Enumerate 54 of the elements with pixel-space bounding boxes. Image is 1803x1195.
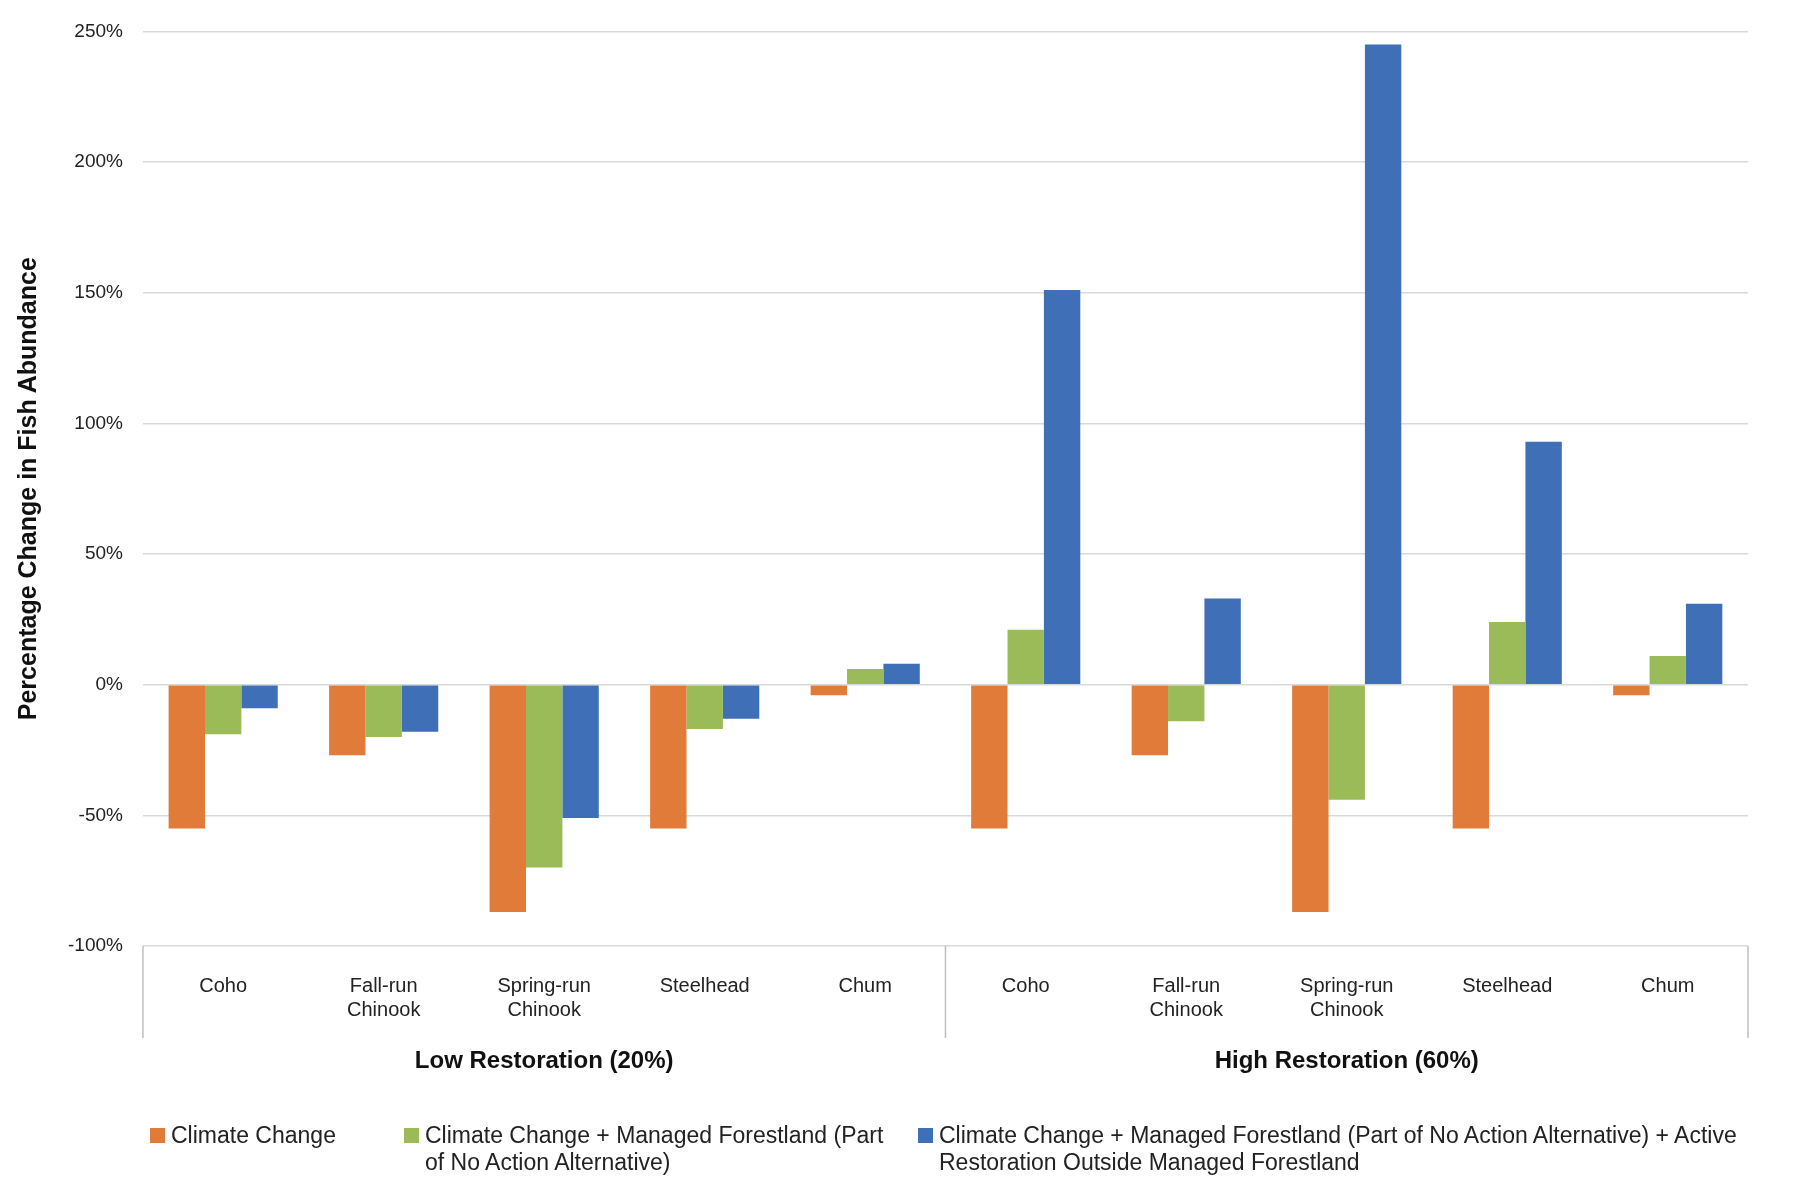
bar (241, 685, 278, 709)
y-tick-label: 50% (84, 542, 124, 564)
bar (1328, 685, 1365, 800)
bar (489, 685, 526, 913)
y-tick-label: -100% (68, 934, 124, 956)
bar (168, 685, 205, 829)
bar (1649, 655, 1686, 684)
y-axis-title: Percentage Change in Fish Abundance (12, 257, 41, 721)
bar (562, 685, 599, 818)
x-tick-label: Fall-run Chinook (346, 973, 422, 1020)
x-tick-label: Coho (199, 973, 248, 996)
y-tick-label: 100% (74, 411, 124, 433)
y-tick-label: 200% (74, 150, 124, 172)
x-tick-label: Spring-run Chinook (1300, 973, 1394, 1020)
text: Low Restoration (20%) (414, 1046, 674, 1074)
bar (1168, 685, 1205, 722)
y-tick-label: 150% (74, 280, 124, 302)
legend-label: Climate Change (171, 1122, 336, 1149)
bar (1204, 598, 1241, 684)
bar (1043, 290, 1081, 684)
y-tick-label: 250% (74, 19, 124, 41)
bar (971, 685, 1008, 829)
bar (204, 685, 242, 735)
x-tick-label: Spring-run Chinook (497, 973, 591, 1020)
bar (1525, 441, 1562, 684)
x-tick-label: Steelhead (1462, 973, 1553, 996)
legend-label: Climate Change + Managed Forestland (Part of No Action Alternative) + Active Restoration Outside Managed Forestland (939, 1122, 1738, 1176)
x-tick-label: Fall-run Chinook (1149, 973, 1224, 1020)
bar (883, 663, 920, 684)
bar (1452, 685, 1490, 829)
text: High Restoration (60%) (1214, 1046, 1479, 1074)
bar (847, 669, 884, 684)
bar (722, 685, 760, 719)
bar (526, 685, 563, 868)
bar (1489, 621, 1526, 684)
bar (1007, 629, 1044, 684)
bar (650, 685, 687, 829)
legend-label: Climate Change + Managed Forestland (Part of No Action Alternative) (425, 1122, 884, 1176)
bar (810, 685, 848, 696)
y-tick-label: 0% (95, 672, 124, 694)
bar (365, 685, 402, 737)
x-tick-label: Coho (1001, 973, 1050, 996)
bar (1364, 44, 1402, 684)
y-tick-label: -50% (78, 803, 124, 825)
bar (401, 685, 439, 732)
bar (1613, 685, 1650, 696)
x-tick-label: Steelhead (659, 973, 750, 996)
bar (1685, 603, 1723, 684)
bar (329, 685, 366, 756)
x-tick-label: Chum (838, 973, 892, 996)
bar (1131, 685, 1169, 756)
x-tick-label: Chum (1641, 973, 1695, 996)
bar (1292, 685, 1329, 913)
bar (686, 685, 723, 730)
